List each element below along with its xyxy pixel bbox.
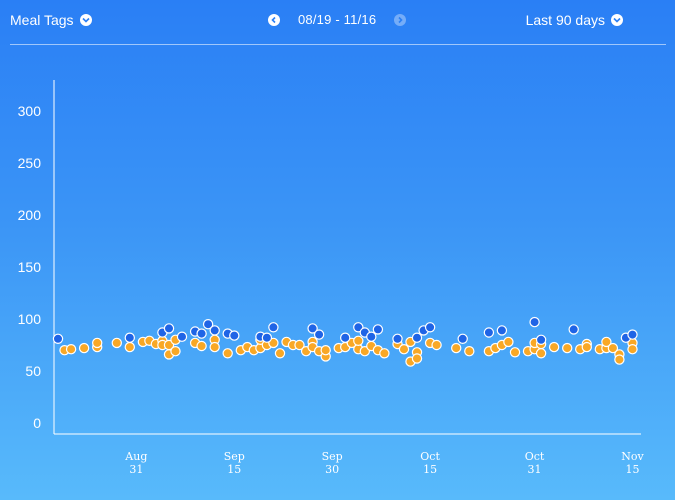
- data-point-blue: [411, 332, 423, 343]
- data-point-blue: [307, 323, 318, 334]
- data-point-orange: [65, 344, 77, 355]
- x-tick-label-day: 15: [227, 463, 241, 476]
- x-tick-label-day: 15: [423, 463, 437, 476]
- data-point-orange: [398, 344, 410, 355]
- data-point-orange: [581, 341, 593, 353]
- data-point-blue: [372, 324, 384, 335]
- data-point-orange: [431, 339, 442, 351]
- data-point-blue: [366, 331, 377, 342]
- data-point-orange: [78, 342, 90, 354]
- time-range-dropdown[interactable]: Last 90 days: [526, 12, 623, 28]
- data-point-orange: [503, 336, 514, 348]
- date-navigator: 08/19 - 11/16: [268, 12, 407, 27]
- data-point-blue: [163, 323, 175, 334]
- y-tick-label: 50: [25, 363, 41, 379]
- y-tick-label: 250: [18, 155, 42, 171]
- previous-period-button[interactable]: [268, 13, 280, 26]
- y-tick-label: 200: [18, 207, 42, 223]
- data-point-blue: [496, 325, 508, 336]
- data-point-orange: [111, 337, 123, 349]
- data-point-blue: [392, 333, 403, 344]
- data-point-orange: [320, 345, 331, 356]
- next-period-button[interactable]: [394, 13, 407, 26]
- data-point-orange: [91, 337, 103, 349]
- data-point-blue: [209, 325, 220, 336]
- data-point-blue: [340, 332, 351, 343]
- data-point-blue: [483, 327, 495, 338]
- y-tick-label: 0: [33, 415, 41, 431]
- y-tick-label: 100: [18, 311, 42, 327]
- data-point-orange: [451, 342, 462, 354]
- data-point-orange: [411, 353, 423, 364]
- data-point-orange: [209, 341, 220, 353]
- data-point-blue: [313, 329, 325, 340]
- data-point-blue: [627, 329, 638, 340]
- x-tick-label-month: Oct: [420, 450, 440, 463]
- data-point-blue: [261, 332, 273, 343]
- x-tick-label-day: 30: [325, 463, 339, 476]
- data-point-orange: [627, 344, 638, 355]
- meal-tags-label: Meal Tags: [10, 12, 74, 28]
- data-point-blue: [457, 333, 468, 344]
- data-point-blue: [196, 328, 207, 339]
- y-axis: 0 50 100 150 200 250 300: [18, 103, 42, 431]
- data-point-orange: [379, 348, 390, 359]
- data-point-orange: [535, 348, 547, 359]
- date-range-label: 08/19 - 11/16: [298, 12, 377, 27]
- data-point-orange: [607, 342, 619, 354]
- data-point-blue: [52, 333, 64, 344]
- chevron-right-icon: [398, 16, 403, 23]
- data-point-blue: [202, 319, 214, 330]
- data-point-blue: [229, 330, 240, 341]
- data-point-orange: [294, 339, 305, 351]
- data-point-orange: [274, 348, 286, 359]
- data-point-blue: [568, 324, 579, 335]
- x-tick-label-month: Sep: [224, 450, 245, 463]
- data-point-orange: [562, 342, 573, 354]
- y-tick-label: 150: [18, 259, 42, 275]
- chevron-left-icon: [271, 16, 276, 23]
- data-point-blue: [529, 316, 540, 328]
- data-point-orange: [509, 347, 521, 358]
- data-points: [52, 316, 638, 367]
- data-point-orange: [353, 335, 364, 346]
- data-point-orange: [196, 340, 207, 352]
- y-tick-label: 300: [18, 103, 42, 119]
- data-point-orange: [614, 354, 625, 365]
- data-point-orange: [170, 346, 181, 357]
- x-tick-label-day: 15: [625, 463, 639, 476]
- x-tick-label-day: 31: [528, 463, 542, 476]
- data-point-orange: [222, 348, 233, 359]
- x-tick-label-month: Oct: [525, 450, 545, 463]
- top-bar: Meal Tags 08/19 - 11/16 Last 90 days: [0, 0, 675, 44]
- data-point-blue: [176, 331, 188, 342]
- x-tick-label-month: Nov: [621, 450, 644, 463]
- x-tick-label-month: Aug: [124, 450, 147, 463]
- meal-tags-dropdown[interactable]: Meal Tags: [10, 12, 92, 28]
- chevron-down-icon: [79, 14, 92, 26]
- data-point-orange: [601, 336, 612, 348]
- chevron-down-icon: [611, 14, 623, 26]
- x-tick-label-day: 31: [129, 463, 143, 476]
- data-point-blue: [424, 322, 436, 333]
- data-point-orange: [124, 341, 136, 353]
- data-point-orange: [548, 341, 560, 353]
- data-point-blue: [535, 334, 547, 345]
- data-point-orange: [464, 346, 475, 357]
- x-tick-label-month: Sep: [322, 450, 343, 463]
- time-range-label: Last 90 days: [525, 12, 605, 28]
- data-point-blue: [124, 332, 136, 343]
- header-divider: [10, 44, 666, 45]
- data-point-blue: [268, 322, 279, 333]
